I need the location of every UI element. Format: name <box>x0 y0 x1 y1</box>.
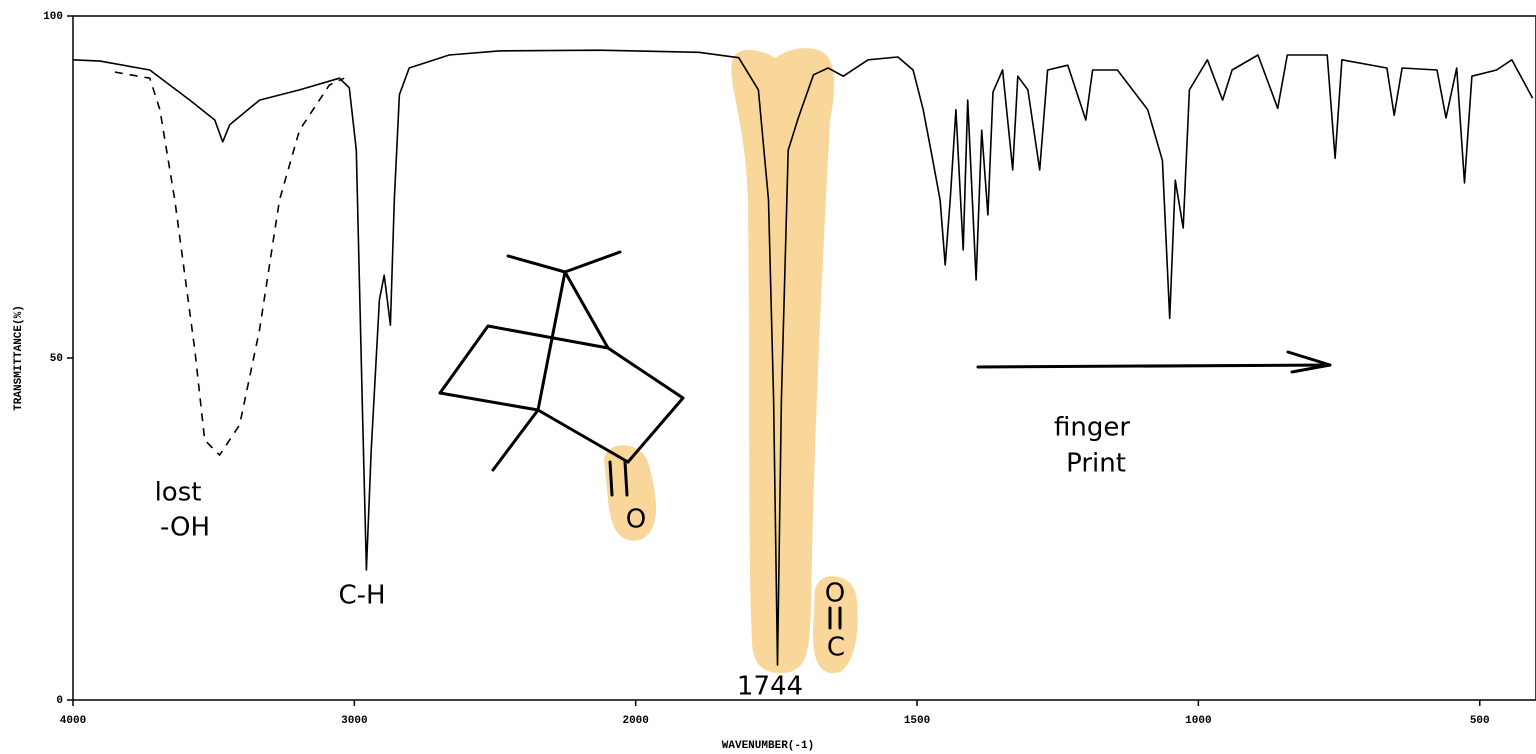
annotation: lost <box>155 478 202 508</box>
annotation: C <box>827 633 845 663</box>
page: {"chart_data": { "type": "line", "x_labe… <box>0 0 1536 754</box>
x-tick-label: 3000 <box>341 715 367 727</box>
annotation: O <box>825 579 845 609</box>
x-tick-label: 1000 <box>1185 715 1211 727</box>
x-tick-label: 1500 <box>904 715 930 727</box>
chart: WAVENUMBER(-1) TRANSMITTANCE(%) lost -OH… <box>0 0 1536 754</box>
highlights <box>604 48 858 673</box>
annotation: -OH <box>160 513 210 543</box>
y-axis-title: TRANSMITTANCE(%) <box>13 305 25 411</box>
molecule-drawing <box>440 252 1330 628</box>
x-axis-title: WAVENUMBER(-1) <box>722 740 814 752</box>
y-tick-label: 100 <box>43 11 63 23</box>
annotation: O <box>626 505 646 535</box>
x-tick-label: 4000 <box>60 715 86 727</box>
annotation: Print <box>1066 449 1126 479</box>
y-tick-label: 50 <box>50 353 63 365</box>
x-tick-label: 2000 <box>622 715 648 727</box>
annotation: 1744 <box>737 672 803 702</box>
spectrum-line <box>115 72 344 455</box>
x-tick-label: 500 <box>1470 715 1490 727</box>
annotation: C-H <box>338 581 385 611</box>
y-tick-label: 0 <box>56 695 63 707</box>
annotation: finger <box>1054 413 1130 443</box>
